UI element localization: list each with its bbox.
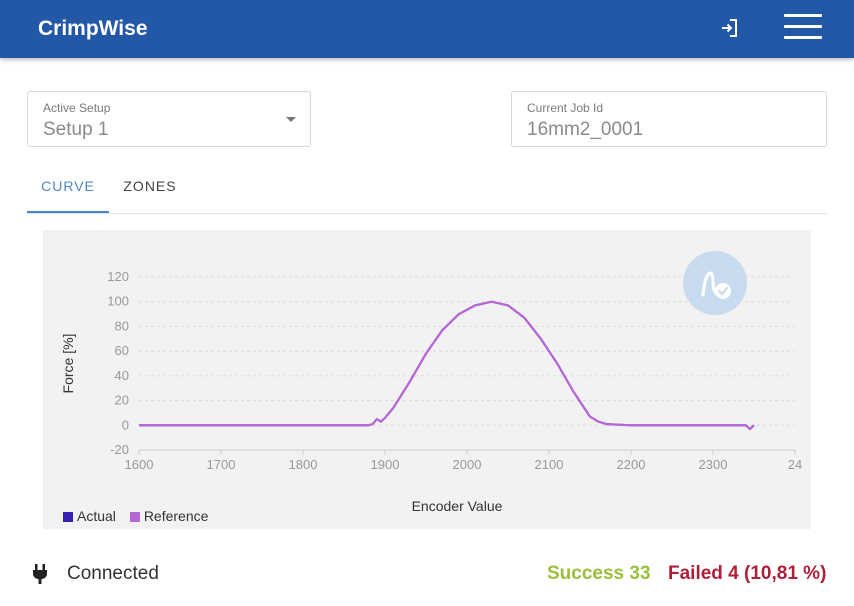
chevron-down-icon [286, 117, 296, 122]
active-setup-value: Setup 1 [43, 119, 109, 140]
menu-icon[interactable] [784, 14, 822, 40]
legend-swatch-reference [129, 512, 140, 522]
y-tick-label: 80 [115, 318, 129, 333]
failed-count: Failed 4 (10,81 %) [668, 563, 827, 584]
login-icon[interactable] [718, 17, 740, 39]
plug-icon [33, 564, 47, 584]
active-setup-label: Active Setup [43, 101, 111, 115]
tab-bar: CURVE ZONES [27, 170, 827, 214]
y-axis-title: Force [%] [60, 334, 76, 394]
y-tick-label: 20 [115, 393, 129, 408]
connection-status: Connected [67, 563, 159, 584]
curve-chart-panel: 120 100 80 60 40 20 0 -20 1600 1700 1800 1900 2000 21… [43, 230, 811, 529]
legend-label-reference: Reference [143, 508, 209, 524]
current-job-id-value: 16mm2_0001 [527, 119, 644, 140]
x-tick-label: 1700 [207, 457, 236, 472]
y-tick-label: 100 [107, 294, 129, 309]
tab-curve[interactable]: CURVE [27, 170, 109, 213]
app-title: CrimpWise [38, 17, 148, 40]
y-tick-label: 120 [107, 269, 129, 284]
y-tick-label: -20 [110, 442, 129, 457]
x-tick-label: 2000 [453, 457, 482, 472]
x-tick-label: 2300 [699, 457, 728, 472]
status-bar: Connected Success 33 Failed 4 (10,81 %) [0, 556, 854, 592]
current-job-id-field[interactable]: Current Job Id 16mm2_0001 [511, 91, 827, 147]
x-tick-label: 24 [788, 457, 802, 472]
x-tick-label: 2100 [535, 457, 564, 472]
tab-zones[interactable]: ZONES [123, 178, 177, 194]
x-tick-label: 1800 [289, 457, 318, 472]
legend-item-actual[interactable]: Actual [63, 508, 116, 524]
success-count: Success 33 [547, 563, 651, 584]
y-tick-label: 60 [115, 343, 129, 358]
x-tick-label: 1600 [125, 457, 154, 472]
current-job-id-label: Current Job Id [527, 101, 604, 115]
curve-check-icon [683, 251, 747, 315]
y-tick-label: 40 [115, 368, 129, 383]
legend-label-actual: Actual [77, 508, 116, 524]
x-tick-label: 1900 [371, 457, 400, 472]
legend-item-reference[interactable]: Reference [129, 508, 209, 524]
app-bar: CrimpWise [0, 0, 854, 58]
x-axis-title: Encoder Value [412, 498, 503, 514]
series-line-reference [139, 300, 755, 431]
legend-swatch-actual [63, 512, 73, 522]
chart-legend: Actual Reference [63, 508, 218, 524]
series-line-actual [139, 300, 755, 430]
active-setup-select[interactable]: Active Setup Setup 1 [27, 91, 311, 147]
x-tick-label: 2200 [617, 457, 646, 472]
y-tick-label: 0 [122, 417, 129, 432]
